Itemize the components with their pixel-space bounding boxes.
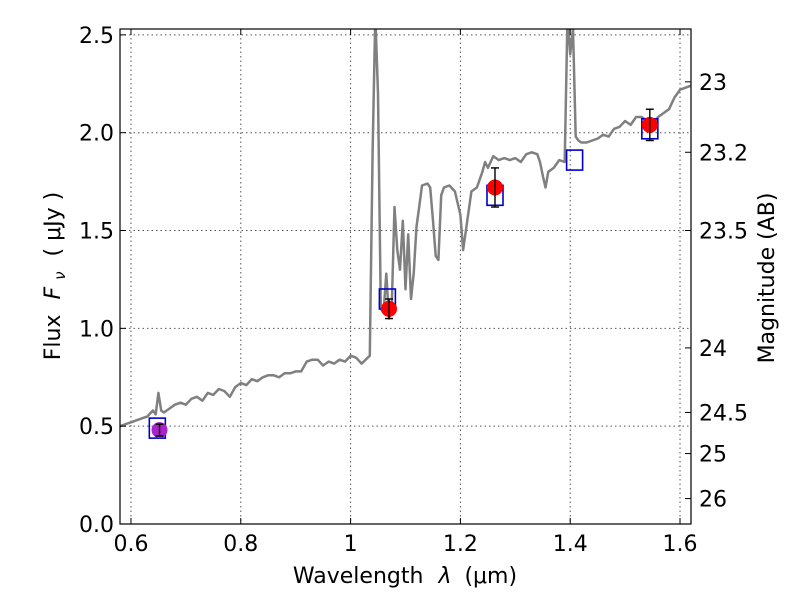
- plot-frame: [119, 28, 692, 525]
- y2-tick-label: 23.2: [699, 141, 748, 166]
- model-photometry-square: [565, 149, 584, 171]
- y2-tick-label: 24.5: [699, 401, 748, 426]
- x-tick-label: 0.8: [223, 532, 258, 557]
- x-tick-label: 1.4: [553, 532, 588, 557]
- spectrum-layer: [120, 29, 691, 428]
- y2-tick-label: 26: [699, 488, 727, 513]
- tick-layer: 0.6 0.8 1 1.2 1.4 1.6 0.0 0.5 1.0 1.5 2.0 2.5 23 23.2…: [79, 24, 748, 557]
- y2-tick-label: 24: [699, 337, 727, 362]
- y2-tick-label: 23: [699, 71, 727, 96]
- x-tick-label: 1.6: [663, 532, 698, 557]
- x-tick-label: 1: [344, 532, 358, 557]
- y-tick-label: 0.0: [79, 513, 114, 538]
- y2-axis-title: Magnitude (AB): [755, 193, 780, 364]
- y-tick-label: 1.0: [79, 317, 114, 342]
- model-spectrum-line: [120, 29, 691, 428]
- y-tick-label: 2.5: [79, 24, 114, 49]
- y-tick-label: 1.5: [79, 220, 114, 245]
- y2-tick-label: 23.5: [699, 220, 748, 245]
- marker-layer: [148, 108, 659, 439]
- x-tick-label: 0.6: [113, 532, 148, 557]
- y-tick-label: 2.0: [79, 122, 114, 147]
- y-tick-label: 0.5: [79, 415, 114, 440]
- y-axis-title: Flux F ν ( μJy ): [41, 192, 71, 360]
- x-tick-label: 1.2: [443, 532, 478, 557]
- x-axis-title: Wavelength λ (μm): [293, 564, 517, 589]
- y2-tick-label: 25: [699, 443, 727, 468]
- grid-layer: [120, 29, 691, 525]
